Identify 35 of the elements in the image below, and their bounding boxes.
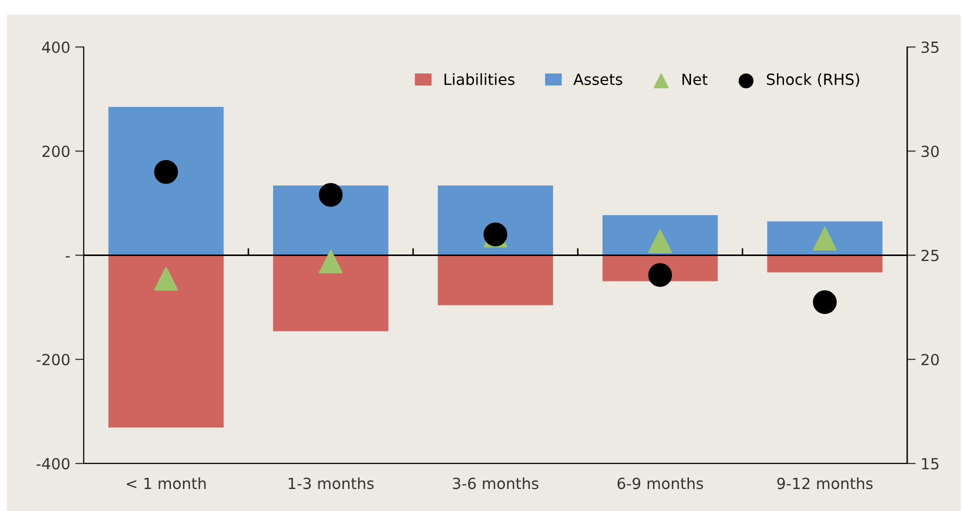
legend-label: Shock (RHS) [766, 73, 860, 87]
x-tick-label: 3-6 months [452, 477, 538, 490]
x-tick-label: 9-12 months [777, 477, 873, 490]
bar [108, 106, 224, 256]
bar [438, 185, 554, 256]
point [812, 290, 837, 314]
y-tick-label: -200 [36, 354, 70, 366]
y-tick-label: - [66, 256, 70, 258]
y-tick-label: 400 [42, 41, 70, 54]
point [154, 266, 178, 291]
y2-tick-label: 30 [922, 146, 939, 158]
y2-tick-label: 35 [922, 41, 938, 54]
bar [438, 255, 554, 306]
point [318, 250, 343, 274]
y-tick-label: 200 [42, 146, 70, 158]
bar [602, 215, 718, 256]
x-tick-label: 6-9 months [618, 477, 704, 490]
bar [273, 185, 388, 256]
y2-tick-label: 20 [921, 354, 939, 366]
bar [767, 255, 882, 272]
legend-label: Assets [573, 74, 622, 86]
bar [108, 255, 224, 428]
legend-label: Net [682, 74, 708, 86]
point [648, 229, 672, 254]
point [318, 182, 343, 207]
y2-tick-label: 25 [921, 250, 938, 262]
point [648, 263, 672, 287]
y2-tick-label: 15 [922, 458, 938, 470]
legend-label: Liabilities [444, 73, 514, 86]
bar [273, 255, 388, 332]
point [812, 226, 837, 250]
y-tick-label: -400 [36, 458, 70, 470]
x-tick-label: 1-3 months [288, 477, 374, 490]
point [154, 160, 178, 184]
x-tick-label: < 1 month [126, 477, 206, 490]
